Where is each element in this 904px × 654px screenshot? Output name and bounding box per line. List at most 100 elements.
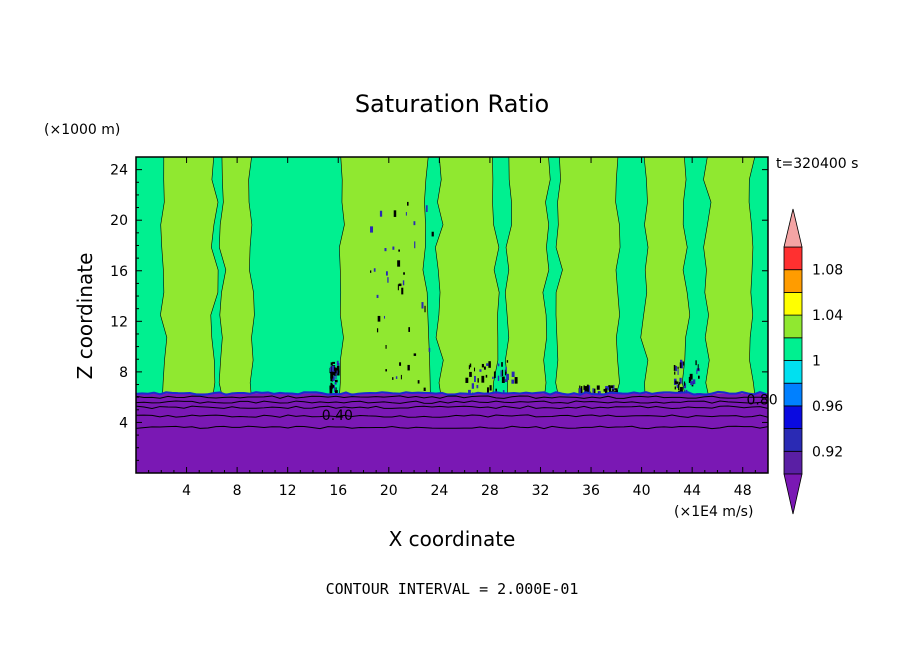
cloud-speckle — [505, 367, 507, 372]
cloud-speckle — [473, 367, 476, 372]
cloud-speckle — [605, 386, 609, 390]
x-tick-label: 32 — [532, 483, 550, 499]
x-tick-label: 28 — [481, 483, 499, 499]
cloud-speckle — [486, 363, 489, 367]
cloud-speckle — [614, 388, 618, 391]
cloud-speckle — [332, 369, 335, 376]
y-tick-label: 20 — [110, 213, 128, 229]
cloud-speckle — [485, 374, 488, 378]
cloud-speckle — [403, 272, 405, 275]
y-tick-label: 4 — [119, 415, 128, 431]
cloud-speckle — [506, 373, 509, 381]
contour-label: 0.40 — [322, 408, 353, 424]
contour-line — [136, 425, 768, 430]
colorbar: 1.08 1.04 1 0.96 0.92 — [783, 208, 843, 515]
x-tick-label: 20 — [380, 483, 398, 499]
cloud-speckle — [695, 360, 697, 366]
cloud-speckle — [407, 364, 410, 371]
x-tick-label: 8 — [233, 483, 242, 499]
cloud-speckle — [683, 381, 686, 386]
cloud-speckle — [329, 389, 333, 395]
cloud-speckle — [610, 385, 614, 389]
cloud-speckle — [337, 362, 340, 366]
cloud-speckle — [502, 390, 505, 394]
cloud-speckle — [413, 353, 417, 356]
cloud-speckle — [413, 221, 416, 226]
cloud-speckle — [607, 386, 609, 391]
cloud-speckle — [383, 315, 386, 319]
cloud-speckle — [674, 386, 676, 390]
cloud-speckle — [385, 271, 388, 276]
cloud-speckle — [465, 377, 469, 383]
chart-title: Saturation Ratio — [355, 90, 549, 118]
cloud-speckle — [332, 365, 335, 372]
cloud-speckle — [407, 201, 409, 206]
cloud-speckle — [379, 210, 383, 217]
cloud-speckle — [493, 371, 496, 379]
cloud-speckle — [336, 360, 339, 366]
cloud-speckle — [398, 249, 400, 252]
cloud-speckle — [417, 380, 420, 384]
x-tick-label: 40 — [633, 483, 651, 499]
cloud-speckle — [692, 379, 696, 385]
colorbar-bin — [783, 246, 803, 271]
contour-label-group: 0.40 0.80 — [322, 393, 778, 424]
cloud-speckle — [333, 385, 335, 393]
cloud-speckle — [488, 361, 491, 368]
contour-line — [136, 414, 768, 418]
cloud-speckle — [376, 294, 379, 298]
y-tick-label: 24 — [110, 163, 128, 179]
cloud-speckle — [675, 365, 678, 372]
cloud-speckle — [511, 371, 515, 378]
y-unit-label: (×1000 m) — [44, 122, 120, 138]
cloud-speckle — [373, 268, 376, 272]
cloud-speckle — [500, 370, 502, 377]
cloud-speckle — [334, 367, 338, 374]
cloud-speckle — [332, 361, 336, 364]
cloud-speckle — [479, 369, 482, 372]
cloud-speckle — [676, 384, 679, 389]
y-axis-label: Z coordinate — [73, 253, 97, 380]
x-unit-label: (×1E4 m/s) — [674, 504, 753, 520]
colorbar-bin — [783, 269, 803, 293]
cloud-speckle — [674, 380, 677, 384]
cloud-speckle — [697, 375, 700, 379]
contour-line — [136, 405, 768, 410]
cloud-speckle — [387, 277, 389, 283]
dry-layer — [136, 393, 768, 473]
cloud-speckle — [688, 376, 692, 383]
cloud-speckle — [421, 302, 424, 309]
cloud-speckle — [592, 388, 594, 394]
cloud-speckle — [393, 210, 397, 217]
cloud-speckle — [408, 327, 411, 332]
cloud-speckle — [471, 383, 475, 389]
colorbar-bin — [783, 337, 803, 361]
cloud-speckle — [584, 388, 586, 393]
x-tick-label: 16 — [329, 483, 347, 499]
x-tick-label: 44 — [683, 483, 701, 499]
cloud-speckle — [514, 377, 518, 384]
cloud-speckle — [474, 375, 476, 382]
cloud-speckle — [504, 369, 507, 376]
cloud-speckle — [477, 378, 479, 383]
cloud-speckle — [385, 369, 387, 372]
colorbar-bin — [783, 428, 803, 452]
cloud-speckle — [579, 385, 581, 391]
cloud-speckle — [604, 388, 608, 395]
cloud-speckle — [492, 376, 494, 379]
cloud-speckle — [334, 382, 337, 385]
cloud-speckle — [677, 366, 679, 369]
dry-layer-edge — [136, 390, 767, 396]
cloud-speckle — [332, 384, 335, 388]
cloud-speckle — [603, 388, 606, 392]
colorbar-bin — [783, 314, 803, 339]
cloud-speckle — [405, 212, 407, 216]
cloud-speckle — [392, 246, 395, 250]
cloud-speckle — [680, 386, 683, 393]
cloud-speckle — [428, 347, 431, 352]
cloud-speckle — [400, 374, 402, 380]
y-axis: 4 8 12 16 20 24 — [110, 163, 768, 461]
colorbar-bin — [783, 382, 803, 407]
cloud-speckle — [402, 280, 405, 286]
